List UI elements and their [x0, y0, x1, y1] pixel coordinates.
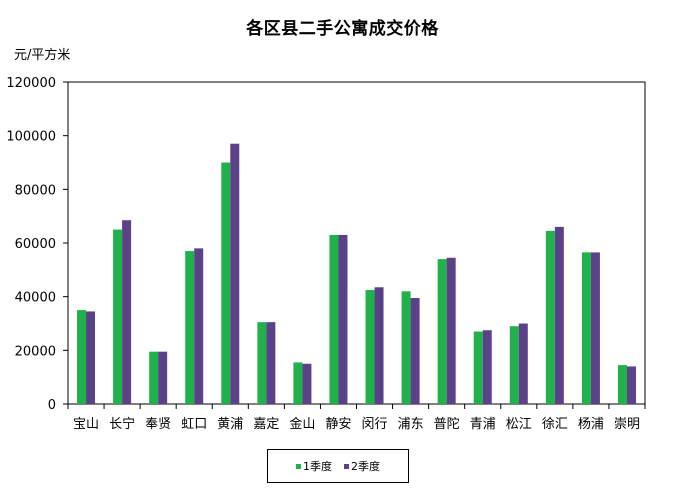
- y-axis-unit-label: 元/平方米: [14, 48, 71, 63]
- bar-2: [230, 143, 240, 404]
- x-tick-label: 长宁: [109, 416, 135, 432]
- legend: 1季度 2季度: [267, 449, 409, 483]
- bar-2: [554, 226, 564, 404]
- x-tick-label: 静安: [325, 417, 351, 432]
- bar-1: [185, 251, 195, 404]
- x-tick-label: 徐汇: [542, 417, 568, 432]
- bar-1: [509, 326, 519, 404]
- x-tick-label: 黄浦: [217, 417, 243, 432]
- bar-1: [329, 234, 339, 404]
- bar-2: [446, 257, 456, 404]
- legend-item-series-1: 1季度: [296, 458, 332, 474]
- bar-1: [581, 252, 591, 404]
- bar-2: [626, 366, 636, 404]
- bar-2: [338, 234, 348, 404]
- legend-label-series-2: 2季度: [351, 460, 380, 473]
- x-tick-label: 松江: [506, 417, 532, 432]
- x-tick-label: 虹口: [181, 417, 207, 432]
- bar-2: [302, 363, 312, 404]
- y-tick-label: 100000: [6, 130, 56, 145]
- chart-title: 各区县二手公寓成交价格: [246, 19, 439, 39]
- y-tick-label: 80000: [15, 183, 56, 198]
- bar-2: [86, 311, 96, 404]
- bar-1: [437, 259, 447, 404]
- bar-1: [293, 362, 303, 404]
- x-tick-label: 嘉定: [253, 417, 279, 432]
- bar-1: [221, 162, 231, 404]
- bar-2: [410, 298, 420, 404]
- x-tick-label: 杨浦: [578, 417, 604, 432]
- y-tick-label: 60000: [15, 237, 56, 252]
- y-tick-label: 120000: [6, 76, 56, 91]
- x-tick-label: 浦东: [398, 417, 424, 432]
- bar-2: [482, 330, 492, 404]
- legend-swatch-series-1: [296, 463, 301, 469]
- bar-2: [122, 220, 132, 404]
- bar-1: [617, 365, 627, 404]
- x-tick-label: 崇明: [614, 417, 640, 432]
- bar-1: [257, 322, 267, 404]
- y-tick-label: 20000: [15, 344, 56, 359]
- x-tick-label: 宝山: [73, 417, 99, 432]
- bar-1: [473, 331, 483, 404]
- legend-swatch-series-2: [344, 463, 349, 469]
- bar-1: [365, 289, 375, 404]
- legend-item-series-2: 2季度: [344, 458, 380, 474]
- x-tick-label: 青浦: [470, 417, 496, 432]
- bar-1: [77, 310, 87, 404]
- x-tick-label: 奉贤: [145, 417, 171, 432]
- bar-1: [545, 230, 555, 404]
- bar-2: [590, 252, 600, 404]
- bar-1: [113, 229, 123, 404]
- bar-2: [194, 248, 204, 404]
- bar-2: [266, 322, 276, 404]
- bar-1: [149, 351, 159, 404]
- bar-2: [374, 287, 384, 404]
- x-tick-label: 闵行: [362, 417, 388, 432]
- x-tick-label: 金山: [289, 416, 315, 432]
- bar-1: [401, 291, 411, 404]
- y-tick-label: 0: [48, 398, 56, 413]
- legend-label-series-1: 1季度: [303, 460, 332, 473]
- bar-2: [518, 323, 528, 404]
- bar-2: [158, 351, 168, 404]
- bar-chart: 0 20000 40000 60000 80000 100000 120000 宝山 长宁 奉贤虹…: [6, 76, 646, 432]
- x-tick-label: 普陀: [434, 416, 460, 432]
- y-tick-label: 40000: [15, 291, 56, 306]
